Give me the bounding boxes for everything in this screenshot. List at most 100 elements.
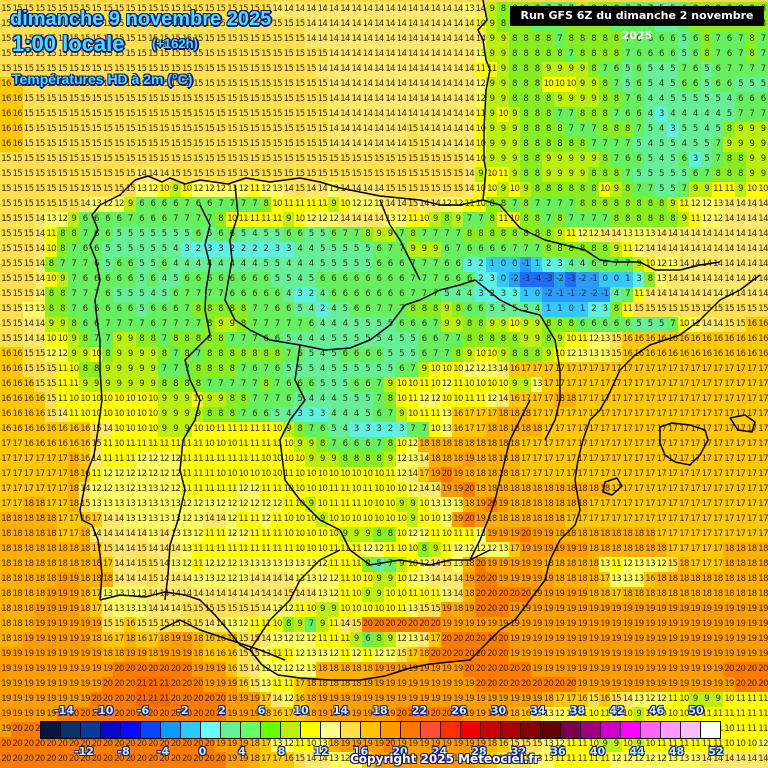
grid-value: 15 [294, 49, 305, 59]
grid-value: 15 [261, 4, 271, 14]
grid-value: 15 [114, 34, 124, 44]
grid-cell [79, 17, 93, 33]
grid-cell [56, 2, 70, 18]
grid-cell [429, 17, 443, 33]
grid-cell [757, 32, 768, 48]
grid-cell [45, 17, 59, 33]
grid-value: 14 [362, 49, 373, 59]
grid-value: 15 [204, 49, 215, 59]
grid-cell [203, 47, 217, 63]
grid-cell [90, 47, 104, 63]
grid-cell [90, 62, 104, 78]
grid-value: 8 [545, 49, 551, 59]
grid-value: 15 [193, 49, 203, 59]
grid-cell [339, 47, 352, 63]
grid-cell [463, 62, 477, 78]
grid-cell [406, 62, 420, 78]
grid-cell [576, 47, 590, 63]
grid-cell [135, 32, 149, 48]
grid-value: 8 [500, 19, 506, 29]
grid-value: 15 [102, 64, 113, 74]
grid-value: 14 [306, 19, 316, 29]
grid-value: 14 [419, 19, 429, 29]
grid-value: 15 [46, 64, 56, 74]
grid-cell [248, 2, 262, 18]
grid-cell [406, 47, 420, 63]
grid-cell [169, 62, 183, 78]
grid-value: 8 [512, 49, 517, 59]
grid-value: 15 [193, 34, 203, 44]
grid-value: 14 [328, 34, 339, 44]
grid-cell [745, 32, 759, 48]
grid-value: 14 [351, 64, 362, 74]
grid-value: 7 [760, 49, 766, 59]
grid-cell [79, 47, 93, 63]
grid-value: 15 [57, 19, 68, 29]
grid-cell [384, 17, 398, 33]
grid-value: 15 [204, 34, 215, 44]
grid-value: 15 [249, 4, 260, 14]
grid-cell [90, 2, 104, 18]
grid-value: 14 [419, 64, 429, 74]
grid-cell [553, 47, 567, 63]
grid-cell [339, 17, 352, 33]
grid-value: 8 [579, 34, 585, 44]
grid-value: 15 [136, 64, 147, 74]
grid-cell [327, 47, 341, 63]
grid-cell [0, 17, 13, 33]
grid-cell [452, 2, 465, 18]
grid-cell [282, 17, 296, 33]
grid-value: 15 [1, 49, 11, 59]
grid-value: 15 [159, 19, 169, 29]
grid-value: 15 [125, 49, 136, 59]
grid-value: 15 [159, 34, 169, 44]
grid-cell [339, 62, 352, 78]
grid-cell [11, 32, 25, 48]
grid-cell [214, 17, 228, 33]
grid-cell [33, 2, 47, 18]
grid-value: 7 [602, 64, 608, 74]
grid-cell [463, 32, 477, 48]
grid-value: 15 [181, 34, 192, 44]
grid-cell [214, 2, 228, 18]
grid-cell [372, 62, 386, 78]
grid-value: 15 [306, 49, 316, 59]
grid-cell [282, 32, 296, 48]
grid-value: 14 [419, 49, 429, 59]
grid-cell [180, 17, 194, 33]
grid-cell [113, 47, 126, 63]
grid-value: 15 [46, 49, 56, 59]
grid-value: 15 [46, 34, 56, 44]
grid-value: 15 [114, 4, 124, 14]
grid-cell [542, 32, 556, 48]
grid-cell [67, 47, 81, 63]
grid-cell [79, 32, 93, 48]
grid-cell [271, 62, 285, 78]
grid-value: 14 [317, 4, 328, 14]
grid-cell [497, 47, 511, 63]
grid-cell [67, 32, 81, 48]
grid-value: 14 [351, 34, 362, 44]
grid-cell [113, 17, 126, 33]
grid-cell [101, 2, 115, 18]
grid-value: 15 [136, 4, 147, 14]
grid-cell [90, 17, 104, 33]
grid-cell [598, 47, 612, 63]
grid-value: 15 [238, 64, 249, 74]
grid-value: 14 [362, 64, 373, 74]
grid-value: 15 [249, 34, 260, 44]
grid-value: 5 [681, 34, 687, 44]
grid-value: 14 [374, 4, 384, 14]
grid-cell [531, 32, 545, 48]
grid-cell [519, 32, 533, 48]
grid-cell [485, 2, 499, 18]
grid-value: 15 [125, 4, 136, 14]
grid-cell [463, 17, 477, 33]
grid-cell [497, 32, 511, 48]
grid-value: 15 [57, 49, 68, 59]
grid-cell [22, 17, 36, 33]
grid-value: 15 [23, 4, 34, 14]
grid-cell [655, 47, 669, 63]
grid-cell [67, 62, 81, 78]
